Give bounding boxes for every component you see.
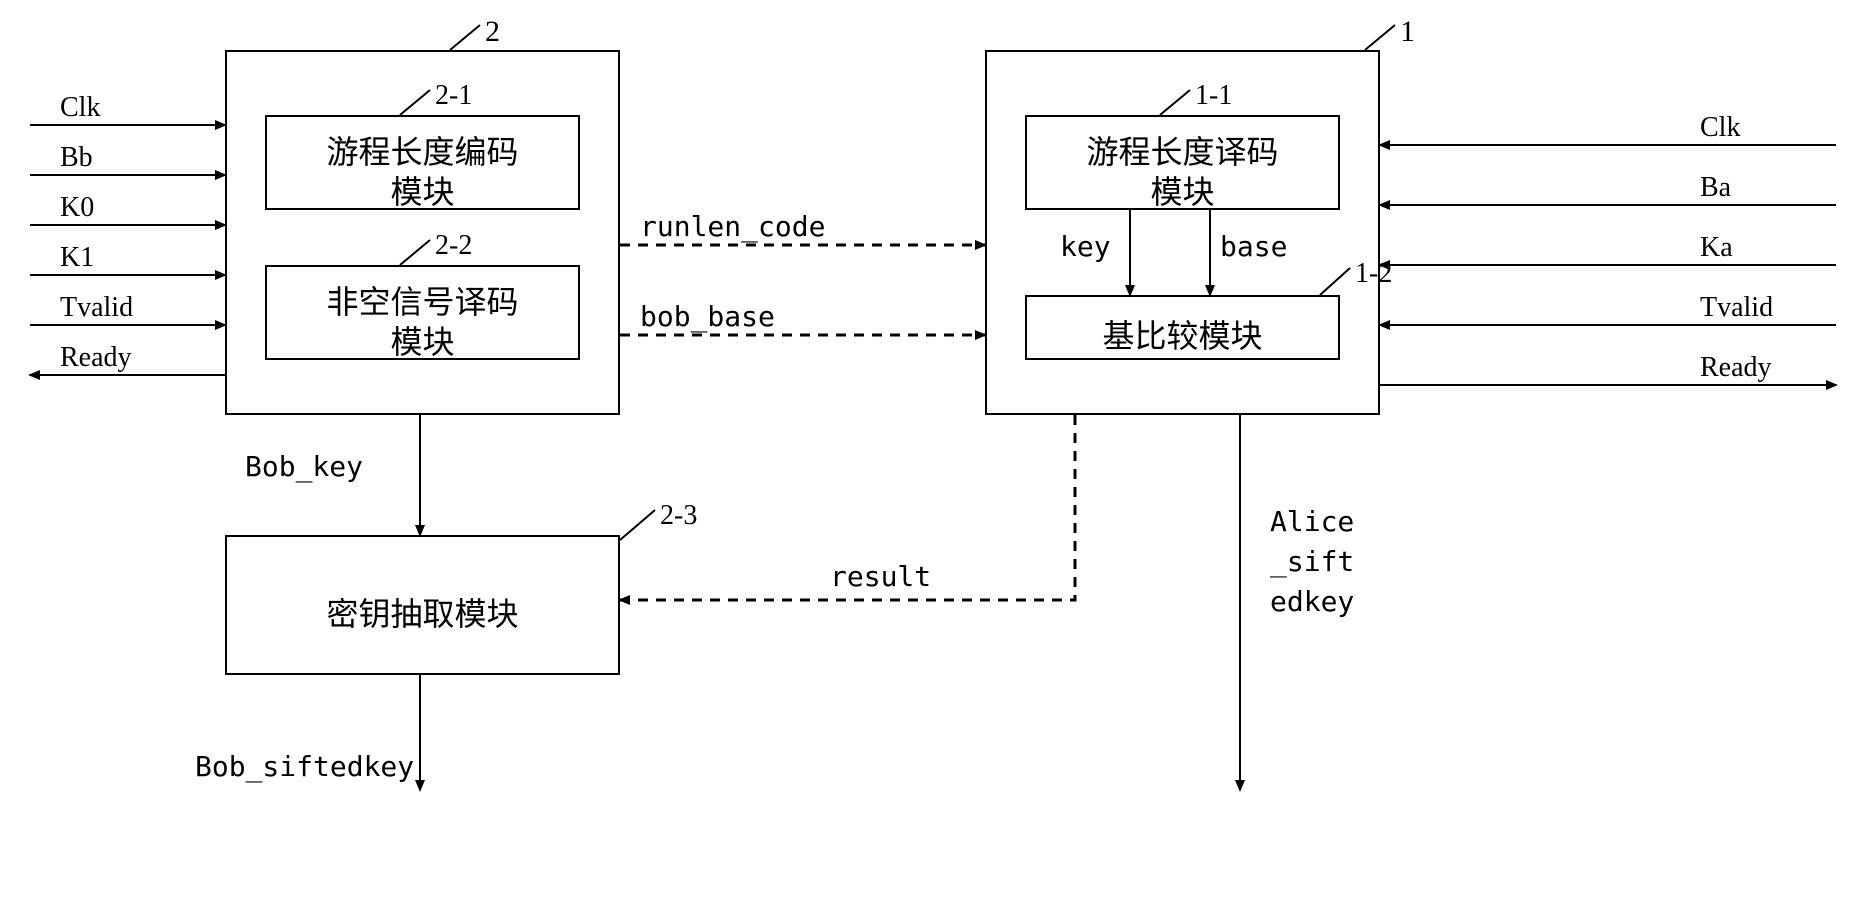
- left-signal-bb: Bb: [60, 142, 93, 174]
- right-signal-clk: Clk: [1700, 112, 1740, 144]
- left-signal-clk: Clk: [60, 92, 100, 124]
- ref-1-1: 1-1: [1195, 80, 1232, 112]
- signal-runlen-code: runlen_code: [640, 210, 825, 243]
- left-signal-tvalid: Tvalid: [60, 292, 133, 324]
- box-1-1-line2: 模块: [1027, 167, 1338, 213]
- box-2-3-line1: 密钥抽取模块: [227, 589, 618, 635]
- box-1: [985, 50, 1380, 415]
- output-bob-siftedkey: Bob_siftedkey: [195, 750, 414, 783]
- left-signal-k1: K1: [60, 242, 94, 274]
- box-2-2: 非空信号译码 模块: [265, 265, 580, 360]
- signal-base: base: [1220, 230, 1287, 263]
- signal-bob-base: bob_base: [640, 300, 775, 333]
- output-bob-key: Bob_key: [245, 450, 363, 483]
- box-2-2-line2: 模块: [267, 317, 578, 363]
- signal-key: key: [1060, 230, 1111, 263]
- left-signal-ready: Ready: [60, 342, 132, 374]
- right-signal-ready: Ready: [1700, 352, 1772, 384]
- signal-result: result: [830, 560, 931, 593]
- ref-2: 2: [485, 15, 500, 49]
- output-alice-siftedkey-1: Alice: [1270, 505, 1354, 538]
- ref-1: 1: [1400, 15, 1415, 49]
- box-2-1: 游程长度编码 模块: [265, 115, 580, 210]
- box-1-2: 基比较模块: [1025, 295, 1340, 360]
- ref-2-2: 2-2: [435, 230, 472, 262]
- box-2-1-line2: 模块: [267, 167, 578, 213]
- ref-2-3: 2-3: [660, 500, 697, 532]
- ref-2-1: 2-1: [435, 80, 472, 112]
- right-signal-ba: Ba: [1700, 172, 1731, 204]
- output-alice-siftedkey-2: _sift: [1270, 545, 1354, 578]
- box-1-1: 游程长度译码 模块: [1025, 115, 1340, 210]
- output-alice-siftedkey-3: edkey: [1270, 585, 1354, 618]
- right-signal-tvalid: Tvalid: [1700, 292, 1773, 324]
- box-2-3: 密钥抽取模块: [225, 535, 620, 675]
- box-1-2-line1: 基比较模块: [1027, 311, 1338, 357]
- ref-1-2: 1-2: [1355, 258, 1392, 290]
- right-signal-ka: Ka: [1700, 232, 1733, 264]
- left-signal-k0: K0: [60, 192, 94, 224]
